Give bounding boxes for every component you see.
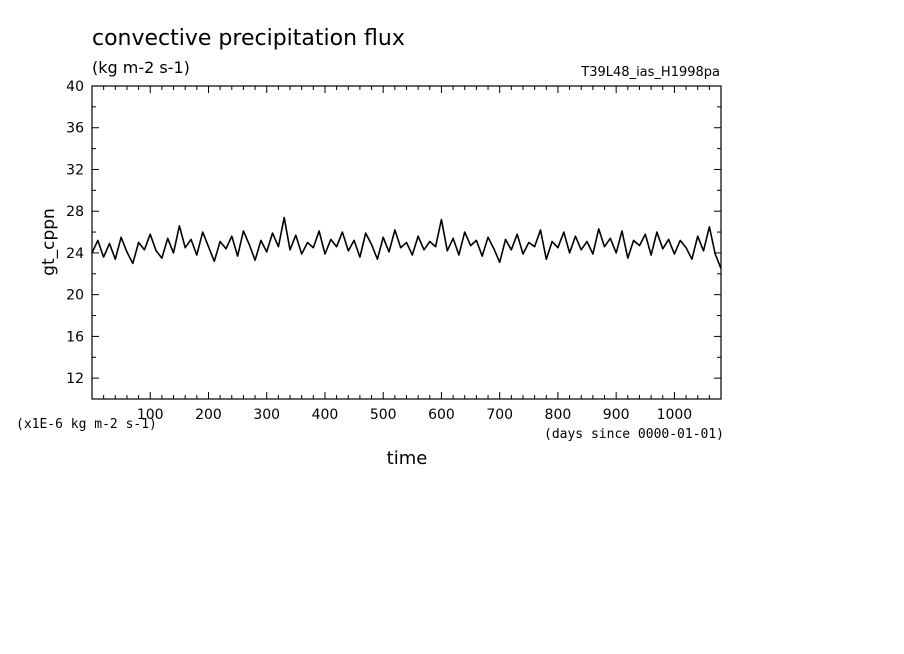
x-tick-label: 500 xyxy=(370,407,397,423)
series-line xyxy=(91,216,722,269)
y-scale-note: (x1E-6 kg m-2 s-1) xyxy=(16,417,157,432)
y-tick-label: 16 xyxy=(66,329,84,345)
y-tick-label: 20 xyxy=(66,288,84,304)
y-tick-label: 36 xyxy=(66,121,84,137)
y-tick-label: 12 xyxy=(66,371,84,387)
y-axis: 12 16 20 24 28 32 36 40 xyxy=(66,79,721,400)
x-tick-label: 400 xyxy=(312,407,339,423)
x-tick-label: 600 xyxy=(428,407,455,423)
x-tick-label: 200 xyxy=(195,407,222,423)
y-tick-label: 28 xyxy=(66,204,84,220)
x-tick-label: 1000 xyxy=(657,407,693,423)
x-units-label: (days since 0000-01-01) xyxy=(544,427,724,442)
chart-title: convective precipitation flux xyxy=(92,26,405,51)
x-tick-label: 800 xyxy=(545,407,572,423)
x-tick-label: 100 xyxy=(137,407,164,423)
y-tick-label: 24 xyxy=(66,246,84,262)
y-tick-label: 32 xyxy=(66,162,84,178)
y-axis-label: gt_cppn xyxy=(39,208,59,276)
x-tick-label: 300 xyxy=(253,407,280,423)
x-axis-label: time xyxy=(387,448,428,469)
y-tick-label: 40 xyxy=(66,79,84,95)
chart-subtitle: (kg m-2 s-1) xyxy=(92,58,190,77)
x-axis: 100 200 300 400 500 600 700 800 900 1000 xyxy=(103,86,710,423)
x-tick-label: 900 xyxy=(603,407,630,423)
run-label: T39L48_ias_H1998pa xyxy=(580,65,720,80)
x-tick-label: 700 xyxy=(486,407,513,423)
